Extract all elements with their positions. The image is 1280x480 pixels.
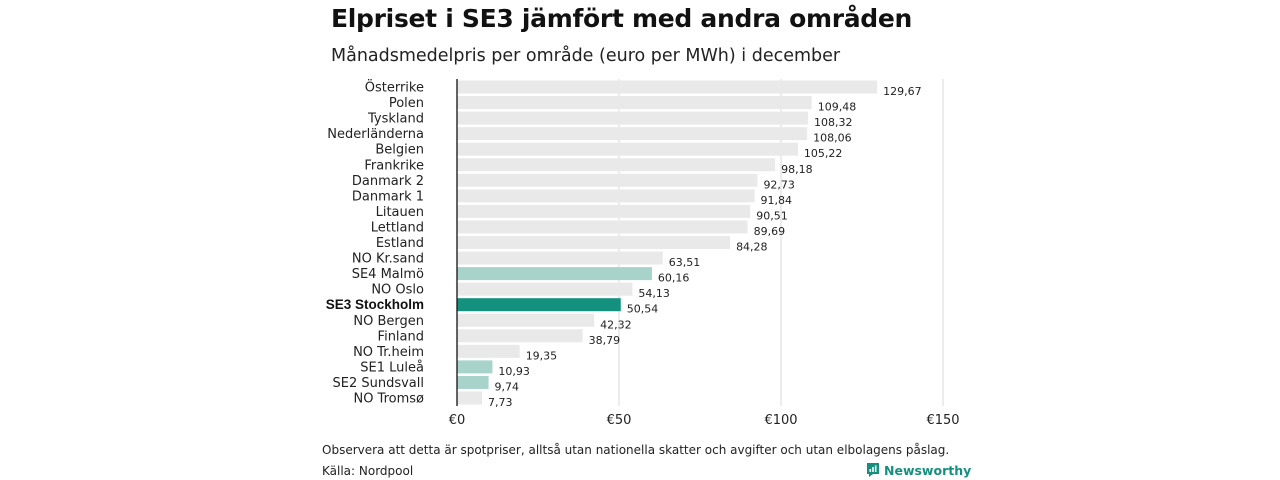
value-label: 50,54 — [627, 303, 659, 316]
x-tick-label: €150 — [926, 413, 959, 428]
x-tick-label: €0 — [449, 413, 466, 428]
value-label: 129,67 — [883, 85, 922, 98]
category-label: NO Tromsø — [353, 392, 424, 407]
category-label: Estland — [376, 236, 424, 251]
category-label: Polen — [389, 96, 424, 111]
bar — [457, 111, 808, 125]
bar — [457, 158, 776, 172]
bar — [457, 127, 808, 141]
value-label: 7,73 — [488, 396, 512, 409]
value-label: 19,35 — [526, 349, 558, 362]
category-label: Frankrike — [364, 158, 424, 173]
bar — [457, 236, 731, 249]
value-label: 105,22 — [804, 147, 843, 160]
category-label: Litauen — [376, 205, 424, 220]
category-label: NO Kr.sand — [352, 252, 424, 267]
footnote: Observera att detta är spotpriser, allts… — [322, 443, 950, 457]
category-label: NO Tr.heim — [353, 345, 424, 360]
value-label: 42,32 — [600, 318, 632, 331]
category-label: Lettland — [371, 220, 424, 235]
value-label: 10,93 — [498, 365, 530, 378]
bar — [457, 96, 812, 110]
category-label: Tyskland — [367, 112, 424, 127]
brand-name: Newsworthy — [884, 462, 972, 478]
category-label: Finland — [378, 329, 424, 344]
value-label: 84,28 — [736, 241, 768, 254]
value-label: 54,13 — [638, 287, 670, 300]
bar — [457, 173, 758, 187]
value-label: 98,18 — [781, 163, 813, 176]
bar — [457, 251, 663, 265]
category-label: SE3 Stockholm — [326, 297, 424, 312]
value-label: 108,06 — [813, 132, 852, 145]
bar — [457, 375, 489, 389]
value-label: 89,69 — [754, 225, 786, 238]
bar — [457, 142, 798, 156]
value-label: 38,79 — [589, 334, 621, 347]
bar — [457, 329, 583, 343]
chart-subtitle: Månadsmedelpris per område (euro per MWh… — [331, 46, 841, 66]
bar — [457, 298, 621, 312]
value-label: 63,51 — [669, 256, 701, 269]
category-label: Österrike — [365, 79, 424, 96]
value-label: 90,51 — [756, 209, 788, 222]
value-label: 60,16 — [658, 272, 690, 285]
bar — [457, 313, 595, 327]
category-label: NO Oslo — [371, 283, 424, 298]
newsworthy-logo-icon — [867, 463, 879, 477]
source-credit: Källa: Nordpool — [322, 464, 414, 478]
category-label: SE1 Luleå — [360, 360, 424, 375]
bar — [457, 220, 748, 234]
bar — [457, 344, 520, 358]
newsworthy-brand: Newsworthy — [866, 462, 971, 478]
category-label: NO Bergen — [353, 314, 424, 329]
category-label: Belgien — [375, 143, 424, 158]
category-label: SE4 Malmö — [352, 267, 424, 282]
value-label: 92,73 — [763, 178, 795, 191]
bar — [457, 204, 751, 218]
bar — [457, 360, 493, 374]
bar — [457, 267, 652, 281]
value-label: 109,48 — [818, 101, 857, 114]
value-label: 9,74 — [495, 380, 520, 393]
value-label: 91,84 — [761, 194, 793, 207]
x-tick-label: €100 — [764, 413, 797, 428]
category-label: Nederländerna — [327, 127, 424, 142]
bar — [457, 282, 633, 296]
x-tick-label: €50 — [607, 413, 632, 428]
bar — [457, 189, 755, 203]
chart-title: Elpriset i SE3 jämfört med andra områden — [331, 4, 913, 33]
value-label: 108,32 — [814, 116, 853, 129]
category-label: Danmark 1 — [352, 189, 424, 204]
category-label: Danmark 2 — [352, 174, 424, 189]
category-label: SE2 Sundsvall — [332, 376, 424, 391]
bar — [457, 391, 483, 405]
bar — [457, 80, 878, 94]
